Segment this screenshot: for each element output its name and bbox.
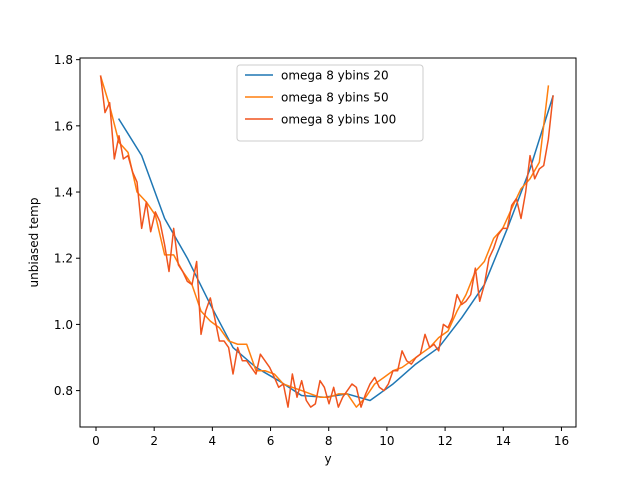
legend-box [236, 64, 424, 142]
x-tick-label: 2 [150, 434, 158, 448]
plot-frame [79, 57, 577, 428]
x-axis-label: y [324, 452, 331, 466]
legend-entry-2: omega 8 ybins 50 [281, 91, 389, 105]
y-axis-label: unbiased temp [27, 198, 41, 288]
y-tick-label: 1.2 [54, 252, 73, 266]
x-tick-label: 8 [325, 434, 333, 448]
series-line-3 [99, 75, 554, 408]
y-tick-label: 1.8 [54, 53, 73, 67]
x-axis-ticks: 0 2 4 6 8 10 12 14 16 [92, 427, 569, 448]
y-tick-label: 1.6 [54, 119, 73, 133]
legend-entry-3: omega 8 ybins 100 [281, 113, 396, 127]
x-tick-label: 6 [267, 434, 275, 448]
x-tick-label: 4 [209, 434, 217, 448]
plot-lines [99, 75, 554, 408]
x-tick-label: 14 [496, 434, 511, 448]
x-tick-label: 16 [554, 434, 569, 448]
legend-entry-1: omega 8 ybins 20 [281, 69, 389, 83]
x-tick-label: 10 [379, 434, 394, 448]
x-tick-label: 12 [437, 434, 452, 448]
y-axis-ticks: 0.8 1.0 1.2 1.4 1.6 1.8 [54, 53, 80, 398]
legend: omega 8 ybins 20 omega 8 ybins 50 omega 8 … [236, 64, 424, 142]
x-tick-label: 0 [92, 434, 100, 448]
y-tick-label: 0.8 [54, 384, 73, 398]
y-tick-label: 1.0 [54, 318, 73, 332]
y-tick-label: 1.4 [54, 186, 73, 200]
